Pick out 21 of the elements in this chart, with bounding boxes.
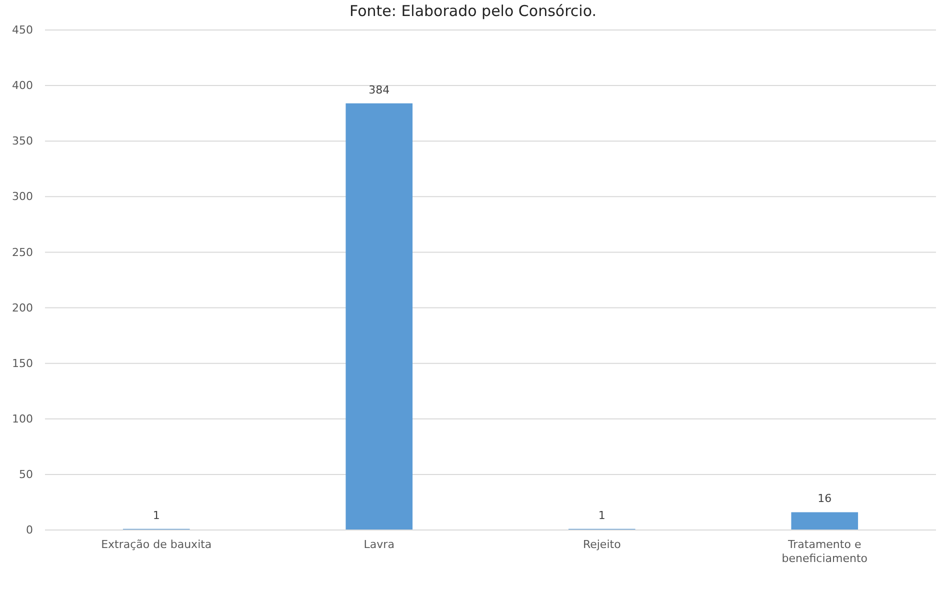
- y-tick-label: 350: [12, 134, 33, 148]
- data-label: 1: [598, 508, 606, 522]
- y-tick-label: 50: [19, 468, 33, 481]
- y-tick-label: 250: [12, 246, 33, 259]
- y-tick-label: 300: [12, 190, 33, 204]
- x-tick-label: Extração de bauxita: [101, 538, 212, 551]
- source-note: Fonte: Elaborado pelo Consórcio.: [349, 2, 597, 20]
- bar: [346, 103, 413, 530]
- y-tick-label: 100: [12, 412, 33, 426]
- y-tick-label: 150: [12, 356, 33, 370]
- data-label: 16: [818, 492, 832, 506]
- data-label: 1: [152, 508, 160, 522]
- x-tick-label: Lavra: [364, 538, 394, 551]
- y-tick-label: 0: [26, 524, 33, 537]
- x-tick-label: Tratamento e beneficiamento: [782, 538, 868, 566]
- x-tick-label: Rejeito: [582, 538, 622, 551]
- y-tick-label: 400: [12, 79, 33, 92]
- y-tick-label: 450: [12, 24, 33, 37]
- data-label: 384: [368, 83, 390, 96]
- y-tick-label: 200: [12, 301, 33, 314]
- bar: [791, 512, 858, 530]
